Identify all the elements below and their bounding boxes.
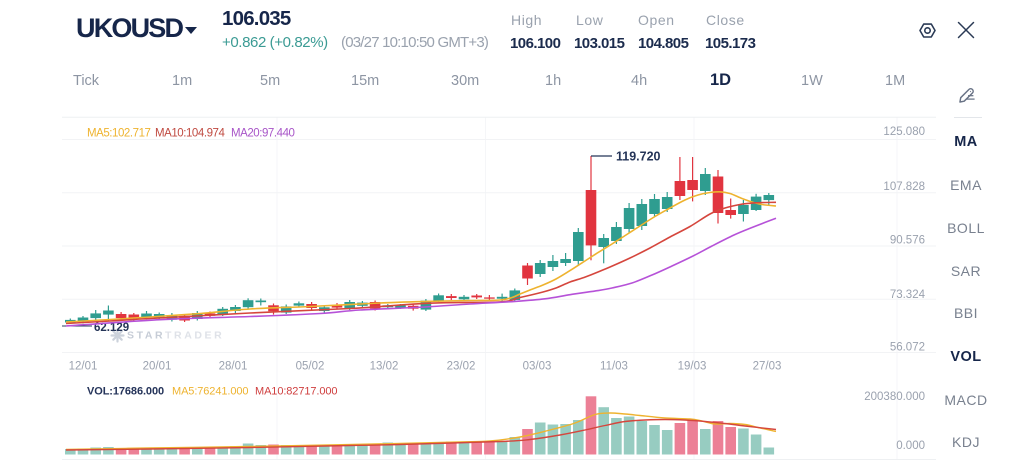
svg-text:90.576: 90.576 (890, 235, 925, 247)
svg-text:73.324: 73.324 (890, 289, 926, 301)
svg-text:56.072: 56.072 (890, 342, 925, 354)
svg-text:13/02: 13/02 (370, 361, 399, 373)
svg-text:200380.000: 200380.000 (864, 391, 925, 403)
svg-text:62.129: 62.129 (94, 322, 129, 334)
svg-text:11/03: 11/03 (600, 361, 628, 373)
svg-text:MA20:97.440: MA20:97.440 (231, 128, 295, 140)
svg-text:VOL:17686.000: VOL:17686.000 (87, 386, 164, 398)
svg-text:20/01: 20/01 (143, 361, 172, 373)
svg-text:MA5:76241.000: MA5:76241.000 (172, 386, 248, 398)
svg-text:05/02: 05/02 (296, 361, 325, 373)
svg-text:27/03: 27/03 (753, 361, 782, 373)
svg-text:TRADER: TRADER (165, 330, 224, 342)
svg-text:125.080: 125.080 (883, 126, 925, 138)
svg-text:MA10:104.974: MA10:104.974 (155, 128, 225, 140)
svg-text:12/01: 12/01 (69, 361, 98, 373)
svg-text:0.000: 0.000 (896, 440, 925, 452)
svg-text:STAR: STAR (127, 330, 165, 342)
svg-text:19/03: 19/03 (678, 361, 707, 373)
svg-text:03/03: 03/03 (523, 361, 552, 373)
svg-text:119.720: 119.720 (616, 150, 661, 164)
svg-text:28/01: 28/01 (219, 361, 248, 373)
svg-text:MA5:102.717: MA5:102.717 (87, 128, 151, 140)
svg-text:MA10:82717.000: MA10:82717.000 (255, 386, 337, 398)
svg-text:23/02: 23/02 (447, 361, 476, 373)
svg-text:107.828: 107.828 (883, 181, 925, 193)
